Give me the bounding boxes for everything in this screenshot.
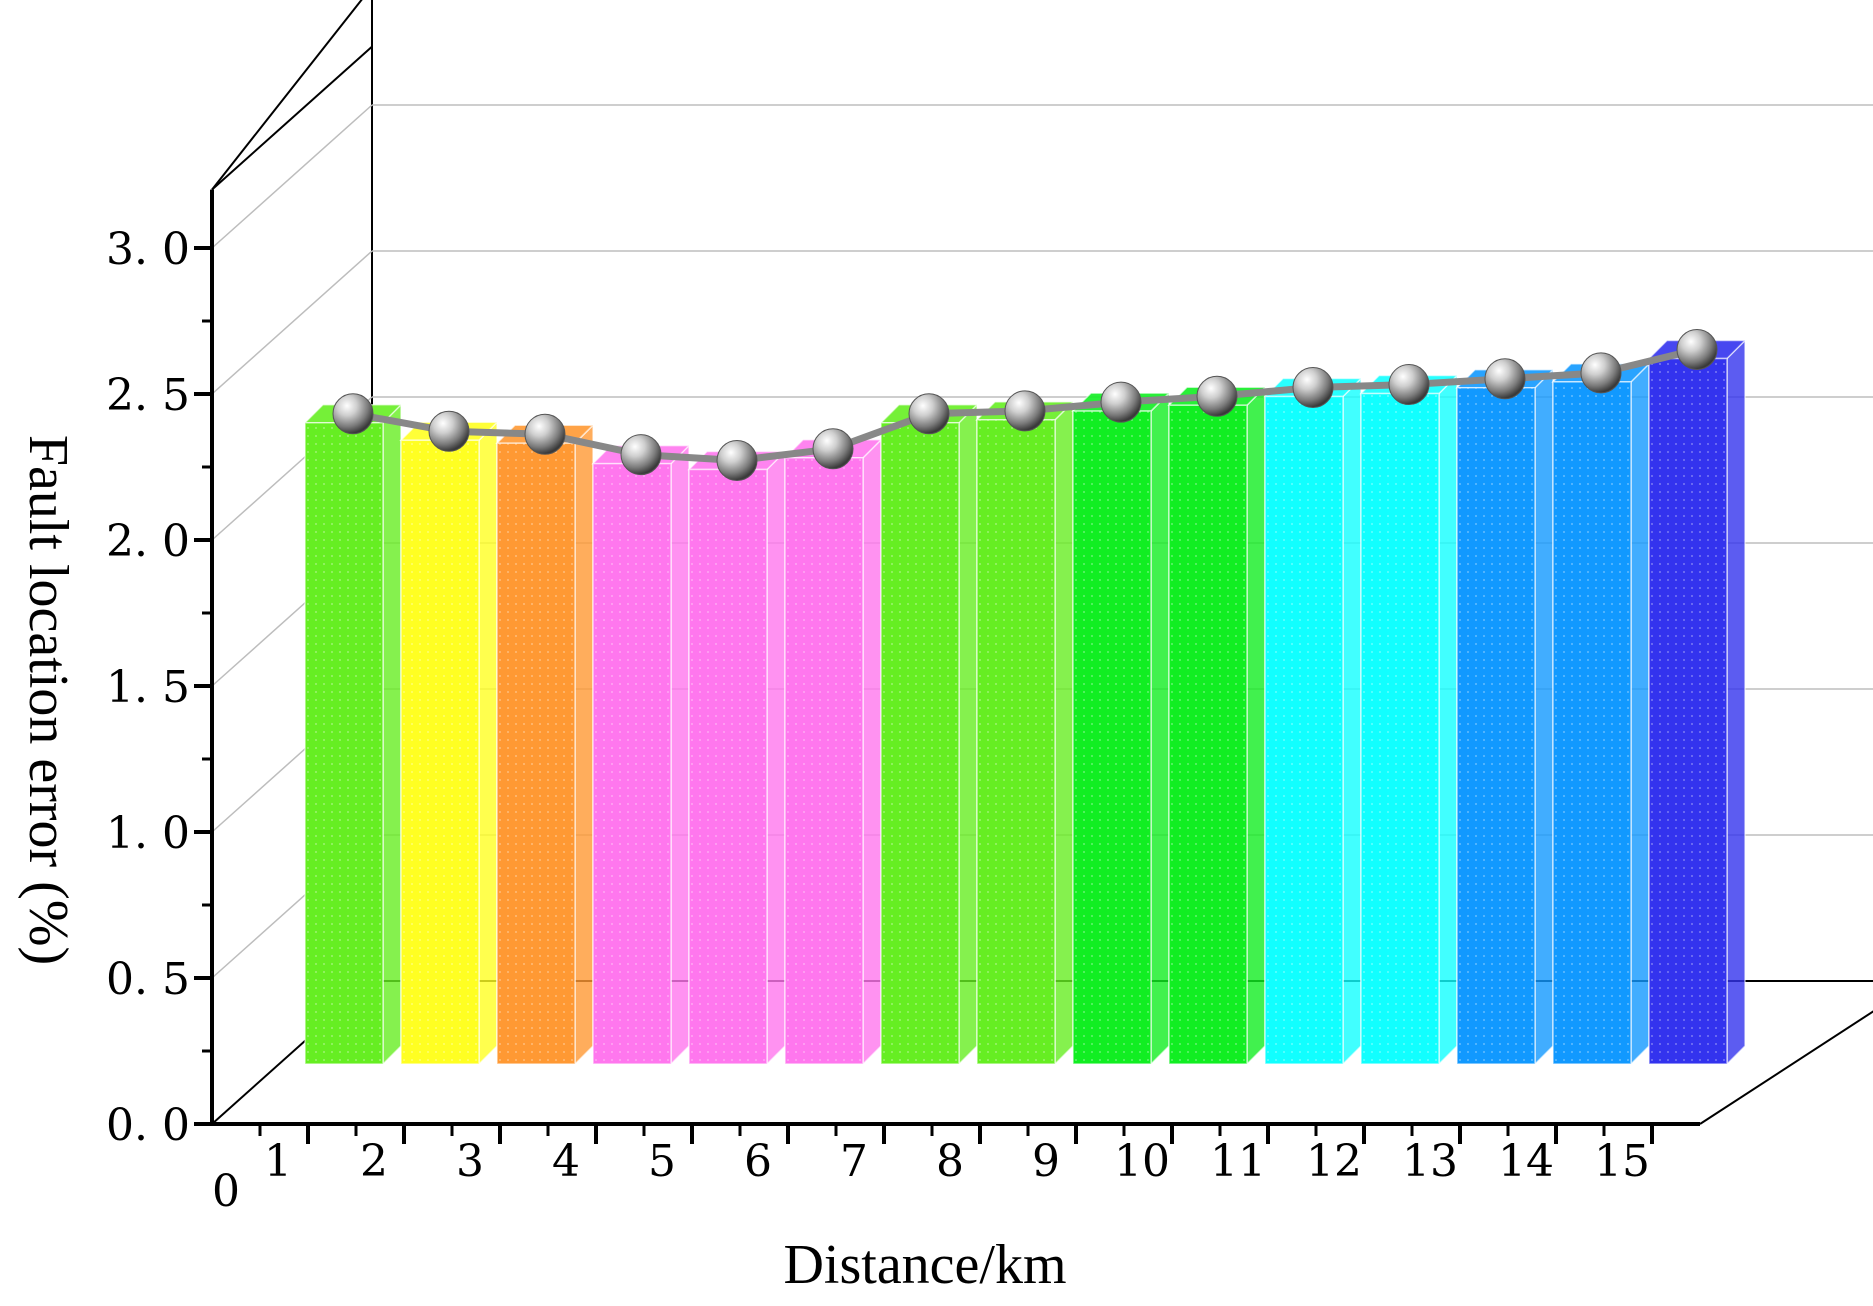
bar-texture (1361, 393, 1439, 1064)
x-tick-label: 4 (552, 1136, 580, 1187)
marker-4 (620, 434, 662, 476)
y-tick-label: 2. 5 (106, 370, 190, 421)
bar-side (1534, 367, 1554, 1066)
x-tick-label: 8 (936, 1136, 964, 1187)
bar-side (1438, 373, 1458, 1066)
bars (303, 338, 1747, 1066)
bar-texture (881, 422, 959, 1064)
bar-11 (1263, 376, 1363, 1066)
y-tick-label: 0. 5 (106, 954, 190, 1005)
x-tick-label: 9 (1032, 1136, 1060, 1187)
bar-side (1150, 391, 1170, 1066)
x-tick-label: 3 (456, 1136, 484, 1187)
bar-texture (1457, 387, 1535, 1065)
y-tick-label: 0. 0 (106, 1100, 190, 1151)
y-tick-label: 1. 0 (106, 808, 190, 859)
x-tick-label: 15 (1594, 1136, 1650, 1187)
bar-side (382, 402, 402, 1066)
gridline-side (211, 250, 373, 395)
x-tick-label: 5 (648, 1136, 676, 1187)
bar-texture (593, 463, 671, 1064)
bar-6 (783, 437, 883, 1066)
bar-side (958, 402, 978, 1066)
bar-1 (303, 402, 403, 1066)
bar-texture (1265, 396, 1343, 1065)
x-tick-label: 6 (744, 1136, 772, 1187)
axes (194, 189, 1700, 1144)
marker-5 (716, 439, 758, 481)
bar-13 (1455, 367, 1555, 1066)
bar-side (1342, 376, 1362, 1066)
bar-texture (689, 469, 767, 1065)
marker-8 (1004, 390, 1046, 432)
bar-texture (785, 457, 863, 1064)
y-axis-label: Fault location error (%) (17, 435, 79, 965)
bar-texture (401, 440, 479, 1064)
marker-11 (1292, 366, 1334, 408)
bar-12 (1359, 373, 1459, 1066)
marker-14 (1580, 352, 1622, 394)
marker-1 (332, 393, 374, 435)
y-tick-labels: 0. 0 0. 5 1. 0 1. 5 2. 0 2. 5 3. 0 (106, 224, 190, 1151)
x-tick-label: 14 (1498, 1136, 1554, 1187)
x-tick-label: 7 (840, 1136, 868, 1187)
x-axis-label: Distance/km (783, 1234, 1066, 1296)
marker-6 (812, 428, 854, 470)
marker-7 (908, 393, 950, 435)
bar-14 (1551, 362, 1651, 1066)
bar-side (1054, 400, 1074, 1066)
x-tick-label: 12 (1306, 1136, 1362, 1187)
bar-side (1630, 362, 1650, 1066)
marker-9 (1100, 381, 1142, 423)
bar-7 (879, 402, 979, 1066)
bar-side (478, 420, 498, 1066)
bar-texture (1649, 358, 1727, 1064)
bar-texture (1553, 381, 1631, 1064)
bar-texture (305, 422, 383, 1064)
gridline-side (211, 104, 373, 249)
x-tick-label: 11 (1210, 1136, 1266, 1187)
marker-2 (428, 410, 470, 452)
y-tick-label: 2. 0 (106, 516, 190, 567)
markers (332, 329, 1718, 481)
x-tick-label: 13 (1402, 1136, 1458, 1187)
bar-side (766, 449, 786, 1066)
marker-15 (1676, 329, 1718, 371)
side-wall-diagonal (211, 0, 363, 191)
x-tick-labels: 01 2 3 4 5 6 7 8 9 10 11 12 13 14 15 (212, 1136, 1650, 1217)
bar-5 (687, 449, 787, 1066)
floor-right-edge (1699, 1010, 1873, 1125)
bar-texture (1169, 405, 1247, 1064)
y-tick-label: 1. 5 (106, 662, 190, 713)
bar-10 (1167, 385, 1267, 1066)
side-wall-top-edge (211, 45, 373, 191)
bar-side (862, 437, 882, 1066)
bar-side (670, 443, 690, 1066)
x-tick-label: 10 (1114, 1136, 1170, 1187)
marker-13 (1484, 358, 1526, 400)
marker-10 (1196, 375, 1238, 417)
bar-15 (1647, 338, 1747, 1066)
y-tick-label: 3. 0 (106, 224, 190, 275)
bar-9 (1071, 391, 1171, 1066)
marker-12 (1388, 364, 1430, 406)
bar-side (574, 423, 594, 1066)
bar-2 (399, 420, 499, 1066)
x-tick-label: 2 (360, 1136, 388, 1187)
bar-texture (977, 419, 1055, 1065)
bar-texture (1073, 411, 1151, 1065)
marker-3 (524, 413, 566, 455)
bar-side (1726, 338, 1746, 1066)
x-origin-label: 0 (212, 1166, 240, 1217)
bar-8 (975, 400, 1075, 1066)
bar-texture (497, 443, 575, 1064)
x-tick-label: 1 (264, 1136, 292, 1187)
bar-3 (495, 423, 595, 1066)
bar-4 (591, 443, 691, 1066)
bar-side (1246, 385, 1266, 1066)
